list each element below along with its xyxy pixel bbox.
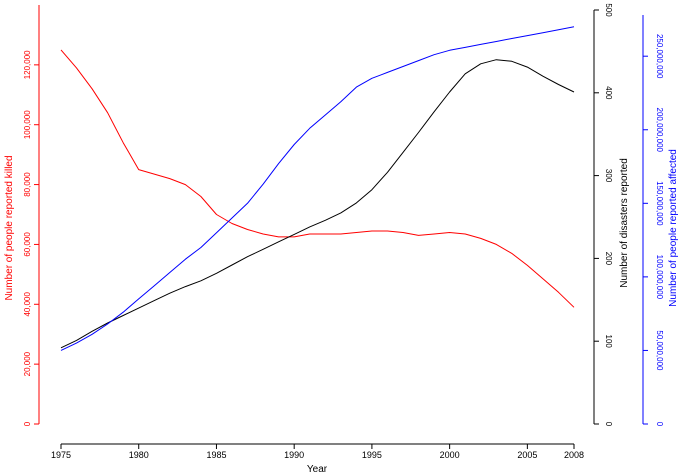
axis-people-killed: 0 20,000 40,000 60,000 80,000 100,000 120,000 [23, 5, 40, 426]
axis-disasters-reported: 0 100 200 300 400 500 [593, 3, 613, 427]
y-axis-label-killed: Number of people reported killed [4, 155, 15, 300]
killed-tick-label: 60,000 [23, 232, 32, 257]
x-tick-label: 1975 [51, 450, 71, 460]
x-tick-label: 2005 [517, 450, 537, 460]
disasters-tick-label: 100 [604, 335, 613, 349]
disasters-tick-label: 500 [604, 3, 613, 17]
x-tick-label: 1980 [129, 450, 149, 460]
x-axis: 1975 1980 1985 1990 1995 2000 2005 2008 [51, 443, 584, 460]
series-line-disasters [60, 59, 575, 349]
affected-tick-label: 50,000,000 [655, 330, 664, 371]
affected-tick-label: 100,000,000 [655, 255, 664, 300]
killed-tick-label: 80,000 [23, 172, 32, 197]
axis-people-affected: 0 50,000,000 100,000,000 150,000,000 200,000… [642, 15, 664, 427]
y-axis-label-disasters: Number of disasters reported [619, 158, 630, 288]
series-line-killed [60, 49, 575, 308]
affected-tick-label: 250,000,000 [655, 34, 664, 79]
disasters-tick-label: 0 [604, 422, 613, 427]
affected-tick-label: 200,000,000 [655, 108, 664, 153]
affected-tick-label: 150,000,000 [655, 181, 664, 226]
killed-tick-label: 40,000 [23, 292, 32, 317]
x-tick-label: 2008 [564, 450, 584, 460]
x-axis-label: Year [307, 464, 328, 475]
series-line-affected [60, 26, 575, 351]
y-axis-label-affected: Number of people reported affected [668, 149, 679, 307]
killed-tick-label: 100,000 [23, 110, 32, 139]
disasters-tick-label: 400 [604, 86, 613, 100]
x-tick-label: 2000 [440, 450, 460, 460]
x-tick-label: 1990 [284, 450, 304, 460]
x-tick-label: 1985 [206, 450, 226, 460]
plot-lines [60, 26, 575, 351]
disasters-tick-label: 200 [604, 252, 613, 266]
x-tick-label: 1995 [362, 450, 382, 460]
killed-tick-label: 20,000 [23, 351, 32, 376]
killed-tick-label: 120,000 [23, 50, 32, 79]
disasters-tick-label: 300 [604, 169, 613, 183]
affected-tick-label: 0 [655, 422, 664, 427]
killed-tick-label: 0 [23, 421, 32, 426]
